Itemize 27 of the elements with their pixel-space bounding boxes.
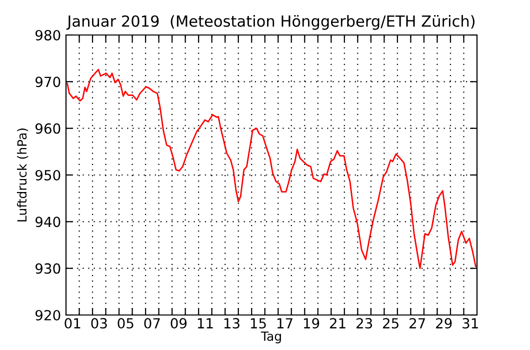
x-tick-label: 27: [410, 318, 425, 328]
x-tick-label: 13: [224, 318, 240, 329]
x-tick-label: 21: [330, 318, 346, 328]
x-tick-label: 19: [304, 318, 320, 329]
x-tick-label: 17: [277, 318, 292, 328]
line-series: [66, 68, 476, 270]
x-tick-label: 05: [118, 318, 134, 329]
x-tick-label: 07: [144, 318, 160, 329]
y-tick-label: 920: [36, 310, 60, 320]
y-tick-label: 930: [36, 263, 60, 274]
chart-title: Januar 2019 (Meteostation Hönggerberg/ETH Zürich): [66, 15, 475, 30]
x-tick-label: 01: [64, 318, 80, 329]
y-axis-title: Luftdruck (hPa): [16, 128, 28, 222]
x-tick-label: 29: [436, 318, 452, 329]
y-tick-label: 940: [36, 216, 60, 228]
x-tick-label: 23: [356, 318, 372, 329]
x-tick-label: 11: [198, 318, 213, 328]
y-tick-label: 980: [36, 30, 60, 40]
x-tick-label: 15: [250, 318, 266, 329]
x-tick-label: 09: [170, 318, 187, 329]
y-tick-label: 960: [36, 123, 60, 134]
x-tick-label: 31: [462, 318, 478, 329]
y-tick-label: 970: [36, 76, 60, 88]
y-tick-label: 950: [36, 170, 60, 180]
x-tick-label: 03: [91, 318, 107, 329]
x-tick-label: 25: [383, 318, 398, 329]
x-axis-title: Tag: [260, 332, 281, 344]
